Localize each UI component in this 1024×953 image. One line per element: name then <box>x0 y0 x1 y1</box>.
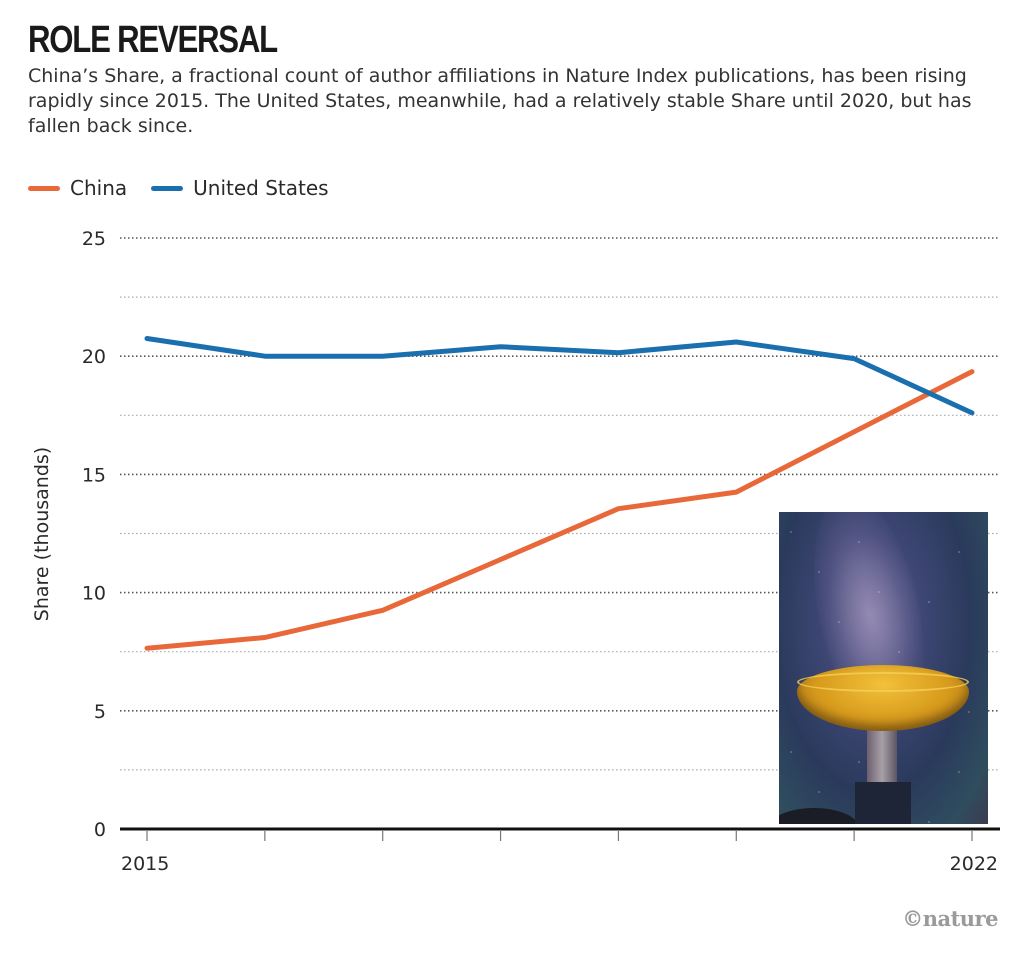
y-tick-label: 15 <box>82 464 106 486</box>
radio-telescope-photo <box>779 512 988 824</box>
y-tick-label: 10 <box>82 583 106 605</box>
hill-silhouette <box>779 808 859 824</box>
legend: China United States <box>28 176 343 200</box>
legend-item-united-states: United States <box>151 176 329 200</box>
legend-label-china: China <box>70 176 128 200</box>
y-tick-label: 20 <box>82 346 106 368</box>
y-tick-labels: 0 5 10 15 20 25 <box>82 228 106 841</box>
series-lines <box>144 336 975 651</box>
legend-label-united-states: United States <box>193 176 329 200</box>
y-tick-label: 5 <box>94 701 106 723</box>
legend-swatch-china <box>28 185 60 191</box>
x-tick-label: 2022 <box>950 853 998 875</box>
series-line-united-states <box>144 336 975 416</box>
telescope-tower <box>867 727 897 787</box>
series-line-china <box>144 369 975 651</box>
y-tick-label: 25 <box>82 228 106 250</box>
chart-title: ROLE REVERSAL <box>28 19 278 61</box>
telescope-base <box>855 782 911 824</box>
legend-swatch-united-states <box>151 185 184 191</box>
telescope-dish-rim <box>797 672 969 692</box>
nature-credit: ©nature <box>902 906 998 931</box>
chart-subtitle: China’s Share, a fractional count of aut… <box>28 65 972 137</box>
x-tick-label: 2015 <box>121 853 169 875</box>
y-tick-label: 0 <box>94 819 106 841</box>
legend-item-china: China <box>28 176 127 200</box>
y-axis-title: Share (thousands) <box>31 447 53 621</box>
x-ticks: 2015 2022 <box>121 831 998 875</box>
